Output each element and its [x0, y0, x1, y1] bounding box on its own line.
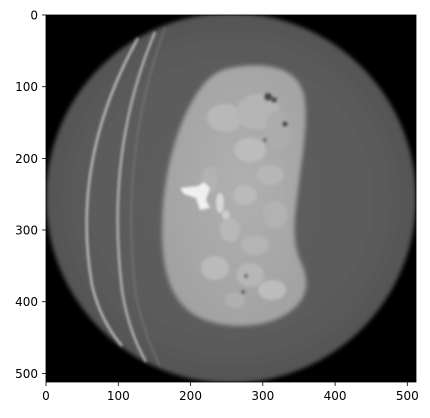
- x-tick-label-100: 100: [107, 389, 130, 403]
- x-tick-label-0: 0: [42, 389, 50, 403]
- y-tick-label-500: 500: [15, 367, 38, 381]
- ct-image: [46, 15, 416, 382]
- y-tick-label-400: 400: [15, 295, 38, 309]
- table-line-outer: [85, 37, 139, 347]
- x-tick-label-500: 500: [396, 389, 419, 403]
- bone-structure: [180, 182, 230, 220]
- x-tick-label-300: 300: [251, 389, 274, 403]
- y-tick-label-300: 300: [15, 224, 38, 238]
- y-tick-label-100: 100: [15, 80, 38, 94]
- y-tick-label-0: 0: [30, 9, 38, 23]
- axes-frame: [45, 14, 417, 383]
- internal-structures: [201, 93, 290, 308]
- x-axis: 0 100 200 300 400 500: [42, 382, 419, 403]
- y-axis: 0 100 200 300 400 500: [15, 9, 46, 381]
- table-line-faint: [130, 27, 166, 367]
- y-tick-label-200: 200: [15, 152, 38, 166]
- x-tick-label-200: 200: [179, 389, 202, 403]
- table-line-inner: [116, 31, 157, 363]
- x-tick-label-400: 400: [324, 389, 347, 403]
